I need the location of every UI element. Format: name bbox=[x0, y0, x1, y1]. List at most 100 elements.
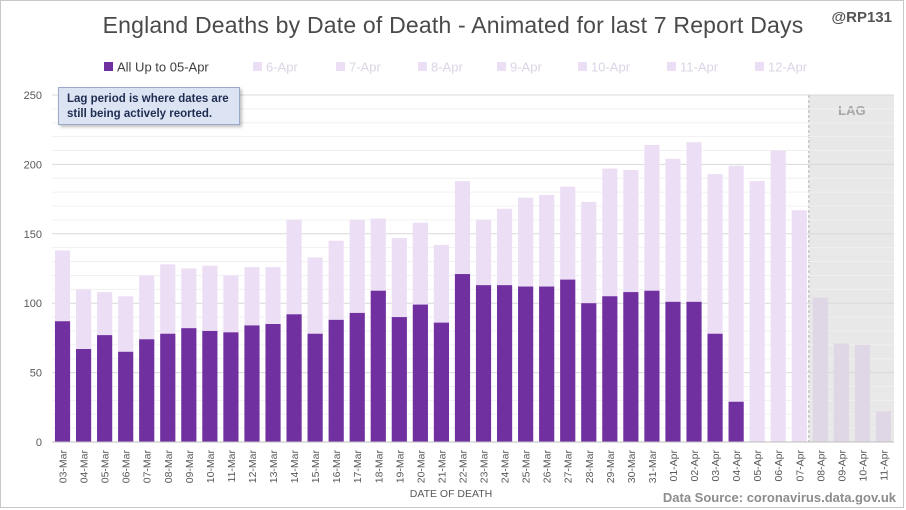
x-tick-label: 05-Mar bbox=[100, 450, 112, 484]
legend-swatch bbox=[497, 62, 506, 71]
x-tick-label: 15-Mar bbox=[310, 450, 322, 484]
bar-up-to-05-apr bbox=[475, 285, 492, 442]
bar-up-to-05-apr bbox=[349, 312, 365, 442]
legend-swatch bbox=[755, 62, 764, 71]
x-tick-label: 09-Apr bbox=[836, 449, 848, 481]
x-tick-label: 12-Mar bbox=[247, 450, 259, 484]
y-tick-label: 100 bbox=[24, 298, 42, 310]
author-handle: @RP131 bbox=[831, 9, 893, 26]
legend-label: 12-Apr bbox=[768, 60, 808, 75]
x-tick-label: 08-Mar bbox=[163, 450, 175, 484]
bar-latest-total bbox=[728, 165, 744, 442]
lag-label: LAG bbox=[838, 103, 865, 118]
x-tick-label: 17-Mar bbox=[352, 450, 364, 484]
x-tick-label: 24-Mar bbox=[500, 450, 512, 484]
x-tick-label: 04-Mar bbox=[79, 450, 91, 484]
x-tick-label: 27-Mar bbox=[563, 450, 575, 484]
y-tick-label: 150 bbox=[24, 229, 42, 241]
x-tick-label: 01-Apr bbox=[668, 449, 680, 481]
x-tick-label: 19-Mar bbox=[394, 450, 406, 484]
x-tick-label: 22-Mar bbox=[457, 450, 469, 484]
legend-label: All Up to 05-Apr bbox=[117, 60, 209, 75]
bar-up-to-05-apr bbox=[665, 301, 681, 442]
bar-up-to-05-apr bbox=[202, 330, 218, 442]
x-tick-label: 29-Mar bbox=[605, 450, 617, 484]
legend-swatch bbox=[667, 62, 676, 71]
x-tick-label: 18-Mar bbox=[373, 450, 385, 484]
annotation-line-1: Lag period is where dates are bbox=[67, 93, 229, 105]
x-tick-label: 04-Apr bbox=[731, 449, 743, 481]
legend-swatch bbox=[104, 62, 113, 71]
bar-up-to-05-apr bbox=[433, 322, 450, 442]
chart-title: England Deaths by Date of Death - Animat… bbox=[102, 12, 804, 38]
x-tick-label: 11-Apr bbox=[878, 450, 890, 481]
bar-up-to-05-apr bbox=[223, 332, 239, 442]
bar-up-to-05-apr bbox=[328, 319, 344, 442]
x-tick-label: 14-Mar bbox=[289, 450, 301, 484]
x-tick-label: 23-Mar bbox=[479, 450, 491, 484]
bar-up-to-05-apr bbox=[539, 286, 555, 442]
bar-latest-total bbox=[875, 411, 892, 442]
x-tick-label: 30-Mar bbox=[626, 450, 638, 484]
x-tick-label: 11-Mar bbox=[226, 450, 238, 483]
x-tick-label: 20-Mar bbox=[415, 450, 427, 484]
legend-swatch bbox=[253, 62, 262, 71]
x-tick-label: 02-Apr bbox=[689, 449, 701, 481]
legend-swatch bbox=[336, 62, 345, 71]
bar-up-to-05-apr bbox=[54, 321, 71, 442]
y-tick-label: 50 bbox=[30, 368, 42, 380]
bar-up-to-05-apr bbox=[391, 317, 407, 442]
x-tick-label: 10-Apr bbox=[857, 449, 869, 481]
lag-annotation-box: Lag period is where dates are still bein… bbox=[58, 87, 240, 125]
x-tick-label: 07-Mar bbox=[142, 450, 154, 484]
x-tick-label: 03-Apr bbox=[710, 449, 722, 481]
legend-label: 11-Apr bbox=[680, 60, 719, 75]
x-tick-label: 16-Mar bbox=[331, 450, 343, 484]
bar-up-to-05-apr bbox=[118, 351, 134, 442]
x-tick-label: 07-Apr bbox=[794, 449, 806, 481]
x-tick-label: 26-Mar bbox=[542, 450, 554, 484]
bar-up-to-05-apr bbox=[307, 333, 323, 442]
x-tick-label: 10-Mar bbox=[205, 450, 217, 484]
x-tick-label: 28-Mar bbox=[584, 450, 596, 484]
bar-up-to-05-apr bbox=[97, 335, 113, 442]
x-tick-label: 06-Apr bbox=[773, 449, 785, 481]
y-tick-label: 0 bbox=[36, 437, 42, 449]
bar-up-to-05-apr bbox=[244, 325, 260, 442]
x-tick-label: 08-Apr bbox=[815, 449, 827, 481]
legend-label: 7-Apr bbox=[349, 60, 381, 75]
bar-up-to-05-apr bbox=[602, 296, 618, 442]
legend-label: 8-Apr bbox=[431, 60, 463, 75]
x-tick-label: 05-Apr bbox=[752, 449, 764, 481]
annotation-line-2: still being actively reorted. bbox=[67, 108, 213, 120]
x-tick-label: 09-Mar bbox=[184, 450, 196, 484]
bar-up-to-05-apr bbox=[181, 328, 197, 442]
y-tick-label: 250 bbox=[24, 90, 42, 102]
bar-latest-total bbox=[791, 210, 807, 442]
bar-up-to-05-apr bbox=[644, 290, 660, 442]
bar-up-to-05-apr bbox=[496, 285, 513, 442]
x-tick-label: 06-Mar bbox=[121, 450, 133, 484]
bar-latest-total bbox=[854, 344, 871, 442]
bar-up-to-05-apr bbox=[454, 274, 471, 442]
bar-up-to-05-apr bbox=[412, 304, 428, 442]
bar-up-to-05-apr bbox=[707, 333, 723, 442]
bar-latest-total bbox=[770, 150, 786, 442]
bar-latest-total bbox=[833, 343, 849, 442]
legend-swatch bbox=[418, 62, 427, 71]
x-tick-label: 13-Mar bbox=[268, 450, 280, 484]
bar-up-to-05-apr bbox=[75, 349, 92, 442]
bar-up-to-05-apr bbox=[518, 286, 534, 442]
bar-up-to-05-apr bbox=[139, 339, 155, 442]
bar-up-to-05-apr bbox=[728, 401, 744, 442]
bar-up-to-05-apr bbox=[686, 301, 702, 442]
bar-up-to-05-apr bbox=[370, 290, 386, 442]
bar-up-to-05-apr bbox=[623, 292, 639, 442]
bar-up-to-05-apr bbox=[581, 303, 597, 442]
legend-swatch bbox=[578, 62, 587, 71]
legend-label: 9-Apr bbox=[510, 60, 542, 75]
legend-label: 10-Apr bbox=[591, 60, 631, 75]
x-tick-label: 25-Mar bbox=[521, 450, 533, 484]
